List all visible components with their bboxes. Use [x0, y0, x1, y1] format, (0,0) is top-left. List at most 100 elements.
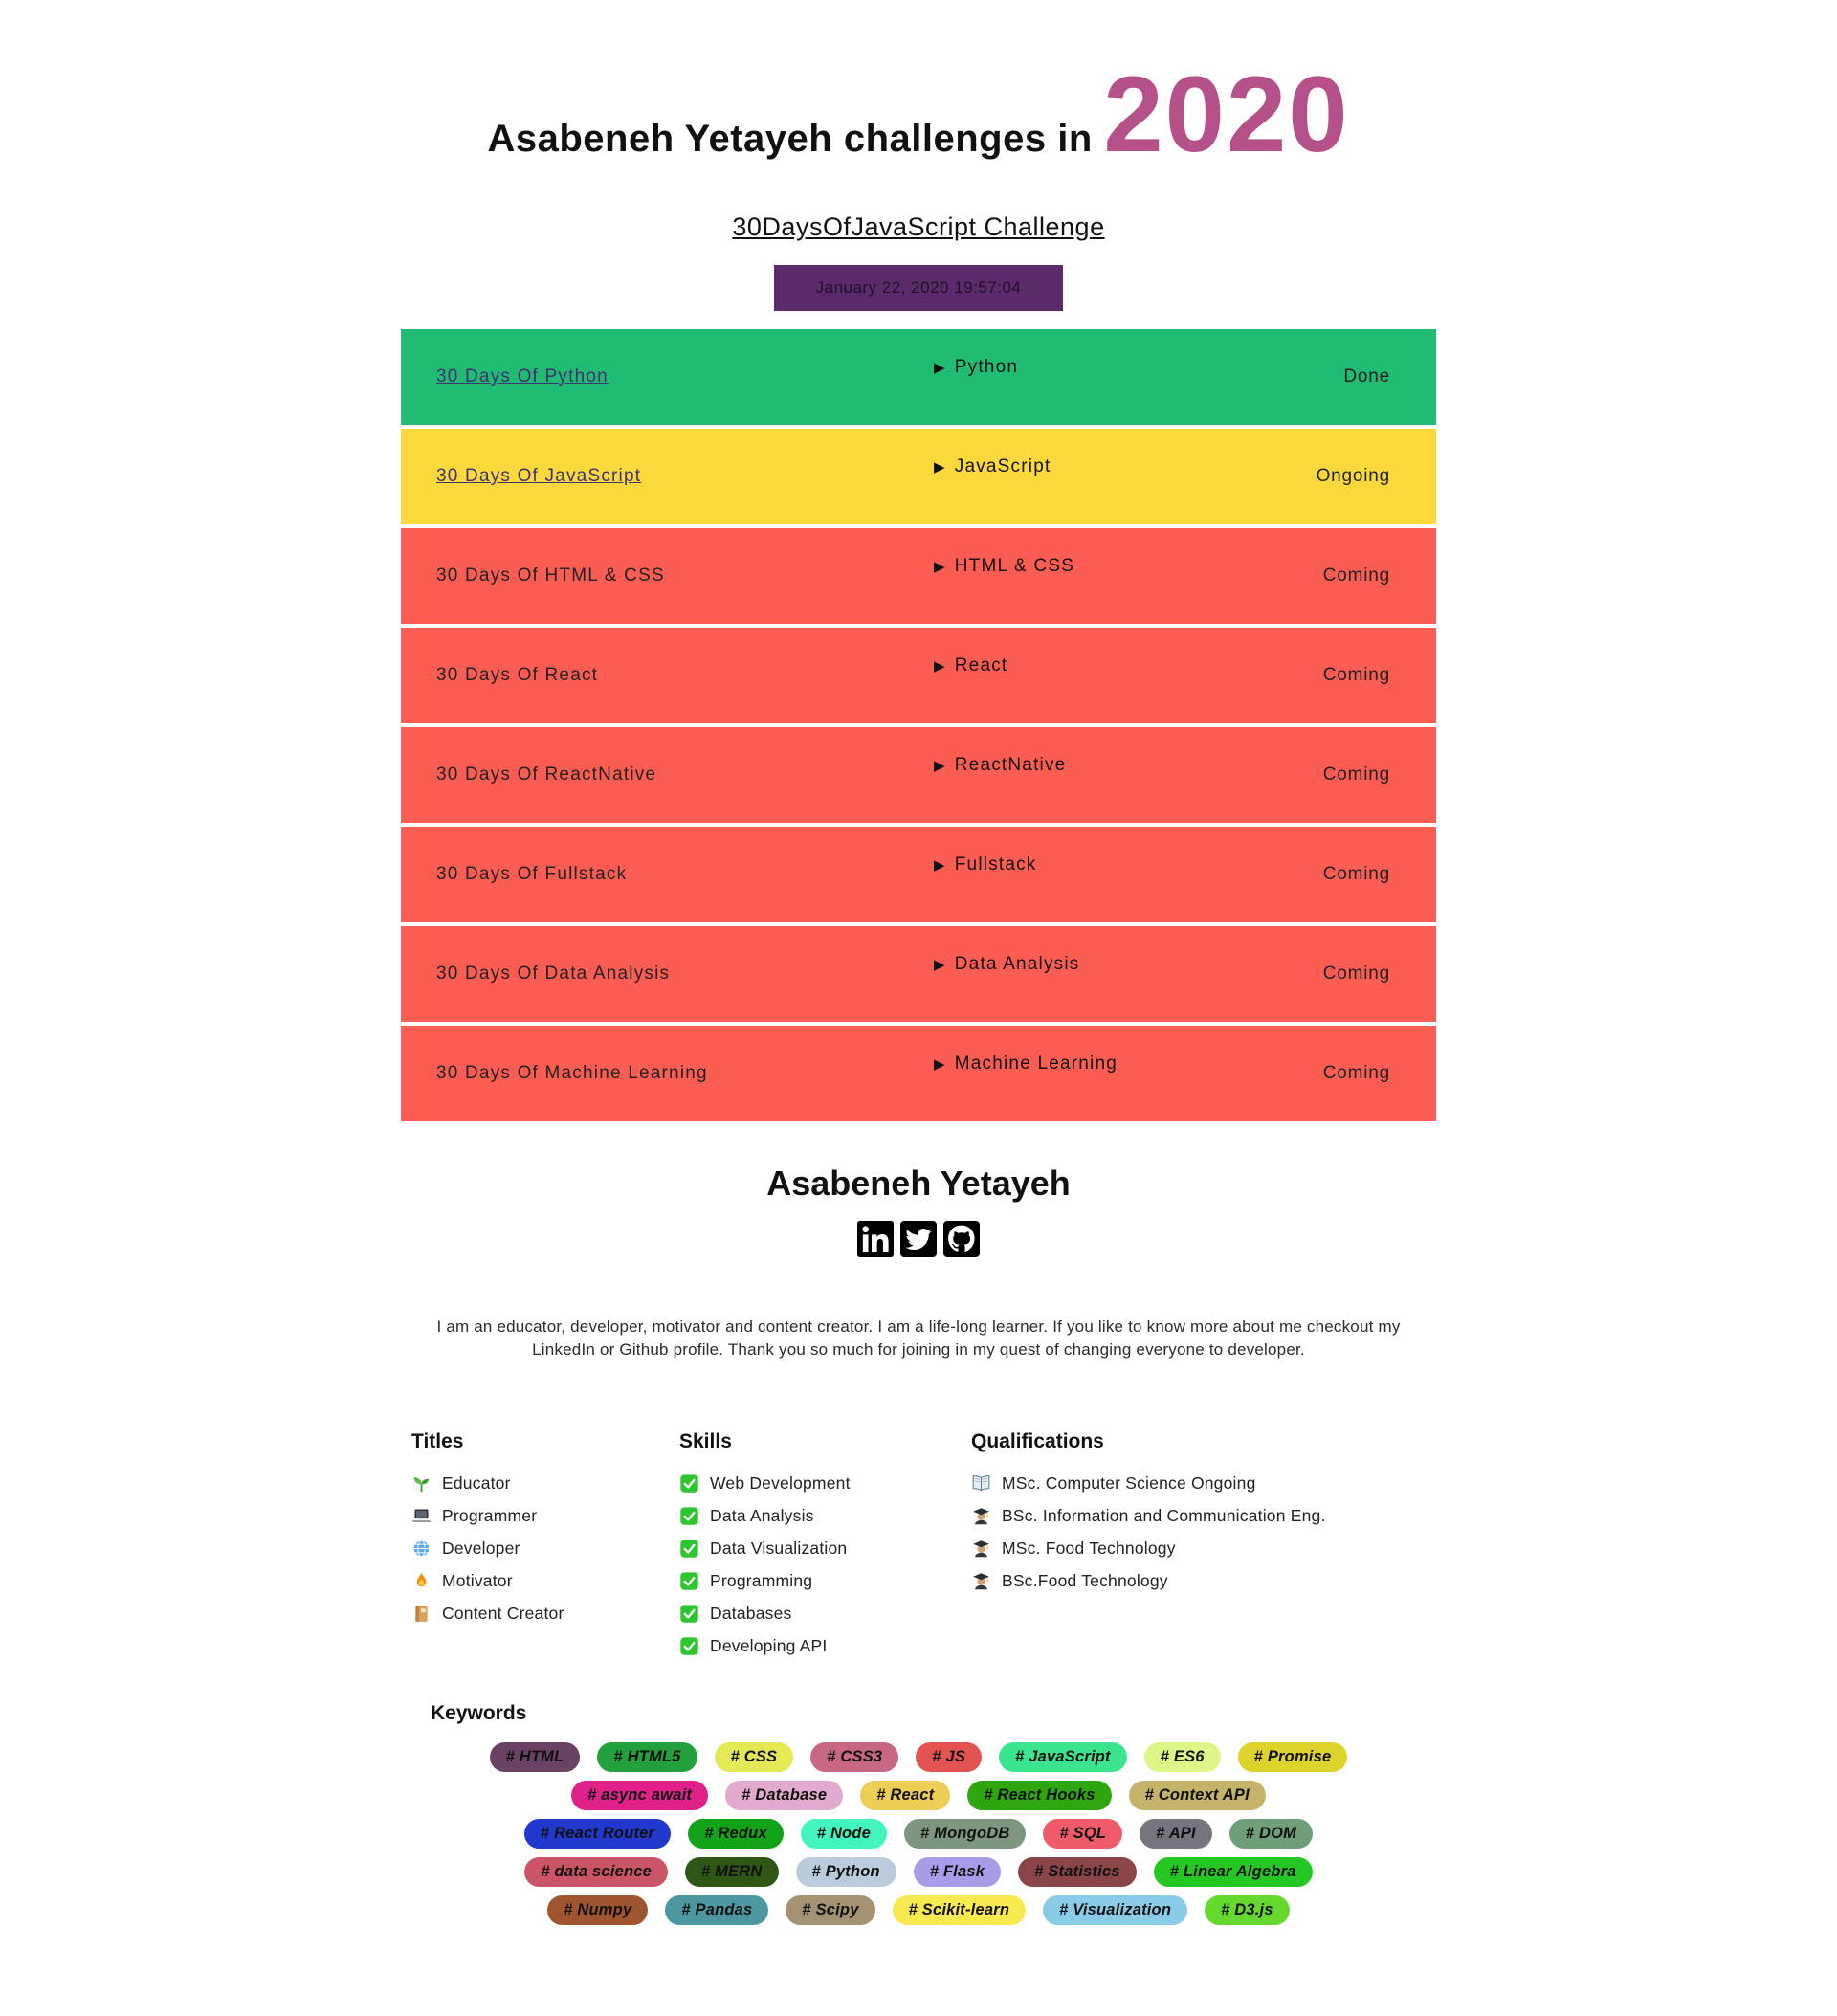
keyword-tag: # CSS3	[810, 1742, 899, 1773]
skills-column: Skills Web Development Data Analysis Data …	[679, 1430, 971, 1662]
challenge-row: 30 Days Of React ▶ React Coming	[401, 628, 1436, 723]
challenge-topic-label: HTML & CSS	[954, 556, 1075, 576]
qualification-item-label: BSc. Information and Communication Eng.	[1002, 1505, 1326, 1525]
skills-list: Web Development Data Analysis Data Visuali…	[679, 1467, 971, 1662]
skill-item: Data Analysis	[679, 1499, 971, 1532]
keyword-tag: # MERN	[685, 1857, 779, 1888]
keyword-tag-rows: # HTML # HTML5 # CSS # CSS3 # JS # JavaScript…	[411, 1742, 1426, 1926]
keyword-tag: # data science	[524, 1857, 668, 1888]
challenge-name: 30 Days Of Machine Learning	[436, 1063, 708, 1083]
title-item-label: Programmer	[442, 1505, 538, 1525]
keyword-tag: # API	[1140, 1819, 1212, 1850]
linkedin-link[interactable]	[857, 1221, 894, 1262]
challenge-row: 30 Days Of Machine Learning ▶ Machine Lear…	[401, 1026, 1436, 1121]
skill-item-label: Databases	[710, 1603, 792, 1623]
github-link[interactable]	[943, 1221, 980, 1262]
challenge-status: Coming	[1322, 864, 1390, 884]
qualification-item-label: MSc. Computer Science Ongoing	[1002, 1473, 1256, 1493]
skill-item-label: Developing API	[710, 1635, 828, 1655]
play-icon: ▶	[934, 956, 946, 973]
keyword-tag: # HTML	[489, 1742, 581, 1773]
play-icon: ▶	[934, 856, 946, 874]
keyword-tag: # CSS	[714, 1742, 794, 1773]
author-name: Asabeneh Yetayeh	[766, 1163, 1071, 1203]
keyword-tag: # MongoDB	[904, 1819, 1027, 1850]
student-icon	[971, 1539, 991, 1559]
keyword-tag: # JavaScript	[999, 1742, 1127, 1773]
title-item: Programmer	[411, 1499, 679, 1532]
keyword-tag: # Context API	[1128, 1781, 1266, 1811]
info-columns: Titles Educator Programmer Developer Motiva…	[411, 1430, 1426, 1662]
keyword-tag: # JS	[916, 1742, 983, 1773]
laptop-icon	[411, 1506, 432, 1526]
challenge-link[interactable]: 30 Days Of JavaScript	[436, 466, 642, 486]
page-title-year: 2020	[1103, 55, 1350, 174]
challenge-status: Coming	[1322, 565, 1390, 586]
keyword-tag-row: # data science # MERN # Python # Flask # Sta…	[411, 1857, 1426, 1888]
keyword-tag: # ES6	[1143, 1742, 1221, 1773]
keyword-tag: # SQL	[1043, 1819, 1123, 1850]
challenge-topic: ▶ ReactNative	[934, 755, 1247, 776]
check-icon	[679, 1571, 699, 1591]
title-item: Educator	[411, 1467, 679, 1499]
play-icon: ▶	[934, 558, 946, 575]
keyword-tag: # React	[860, 1781, 951, 1811]
challenge-name: 30 Days Of Data Analysis	[436, 964, 671, 984]
skill-item: Databases	[679, 1597, 971, 1629]
keyword-tag: # React Router	[523, 1819, 672, 1850]
challenge-name: 30 Days Of ReactNative	[436, 764, 657, 785]
keywords-heading: Keywords	[431, 1702, 527, 1725]
challenge-topic-label: React	[954, 655, 1008, 676]
challenge-subtitle-link[interactable]: 30DaysOfJavaScript Challenge	[732, 212, 1105, 241]
challenge-name: 30 Days Of React	[436, 665, 599, 685]
titles-list: Educator Programmer Developer Motivator Cont…	[411, 1467, 679, 1629]
student-icon	[971, 1571, 991, 1591]
page: Asabeneh Yetayeh challenges in 2020 30Da…	[0, 53, 1837, 1983]
check-icon	[679, 1636, 699, 1656]
qualification-item: BSc.Food Technology	[971, 1564, 1426, 1597]
challenge-status: Coming	[1322, 665, 1390, 685]
keyword-tag: # Redux	[688, 1819, 784, 1850]
challenge-link[interactable]: 30 Days Of Python	[436, 366, 609, 387]
title-item-label: Educator	[442, 1473, 511, 1493]
fire-icon	[411, 1571, 432, 1591]
page-title: Asabeneh Yetayeh challenges in 2020	[0, 53, 1837, 176]
challenge-list: 30 Days Of Python ▶ Python Done 30 Days Of J…	[401, 329, 1436, 1121]
student-icon	[971, 1506, 991, 1526]
challenge-topic-label: Python	[954, 357, 1019, 377]
challenge-topic: ▶ Python	[934, 357, 1247, 378]
skill-item-label: Data Analysis	[710, 1505, 814, 1525]
title-item-label: Content Creator	[442, 1603, 564, 1623]
challenge-status: Coming	[1322, 764, 1390, 785]
keyword-tag: # Database	[725, 1781, 844, 1811]
twitter-link[interactable]	[900, 1221, 937, 1262]
titles-heading: Titles	[411, 1430, 464, 1453]
page-title-text: Asabeneh Yetayeh challenges in	[487, 118, 1093, 160]
challenge-status: Ongoing	[1316, 466, 1390, 486]
challenge-topic: ▶ Machine Learning	[934, 1053, 1247, 1074]
skill-item-label: Data Visualization	[710, 1538, 848, 1558]
keyword-tag: # Flask	[913, 1857, 1002, 1888]
keyword-tag: # Linear Algebra	[1153, 1857, 1313, 1888]
author-bio: I am an educator, developer, motivator a…	[436, 1318, 1401, 1360]
twitter-icon	[900, 1221, 937, 1262]
skill-item-label: Web Development	[710, 1473, 851, 1493]
keyword-tag: # Python	[795, 1857, 896, 1888]
challenge-status: Done	[1343, 366, 1390, 387]
skill-item-label: Programming	[710, 1570, 813, 1590]
seedling-icon	[411, 1473, 432, 1494]
check-icon	[679, 1506, 699, 1526]
keyword-tag-row: # Numpy # Pandas # Scipy # Scikit-learn # Vi…	[411, 1895, 1426, 1926]
challenge-row: 30 Days Of Fullstack ▶ Fullstack Coming	[401, 827, 1436, 922]
keyword-tag: # Numpy	[547, 1895, 649, 1926]
challenge-topic: ▶ Fullstack	[934, 854, 1247, 875]
qualifications-column: Qualifications MSc. Computer Science Ong…	[971, 1430, 1426, 1597]
keyword-tag: # Visualization	[1043, 1895, 1188, 1926]
qualifications-list: MSc. Computer Science Ongoing BSc. Inform…	[971, 1467, 1426, 1597]
keyword-tag: # React Hooks	[967, 1781, 1112, 1811]
play-icon: ▶	[934, 359, 946, 376]
keyword-tag: # Scipy	[786, 1895, 875, 1926]
challenge-row: 30 Days Of HTML & CSS ▶ HTML & CSS Coming	[401, 528, 1436, 624]
keyword-tag: # Node	[800, 1819, 887, 1850]
titles-column: Titles Educator Programmer Developer Motiva…	[411, 1430, 679, 1629]
